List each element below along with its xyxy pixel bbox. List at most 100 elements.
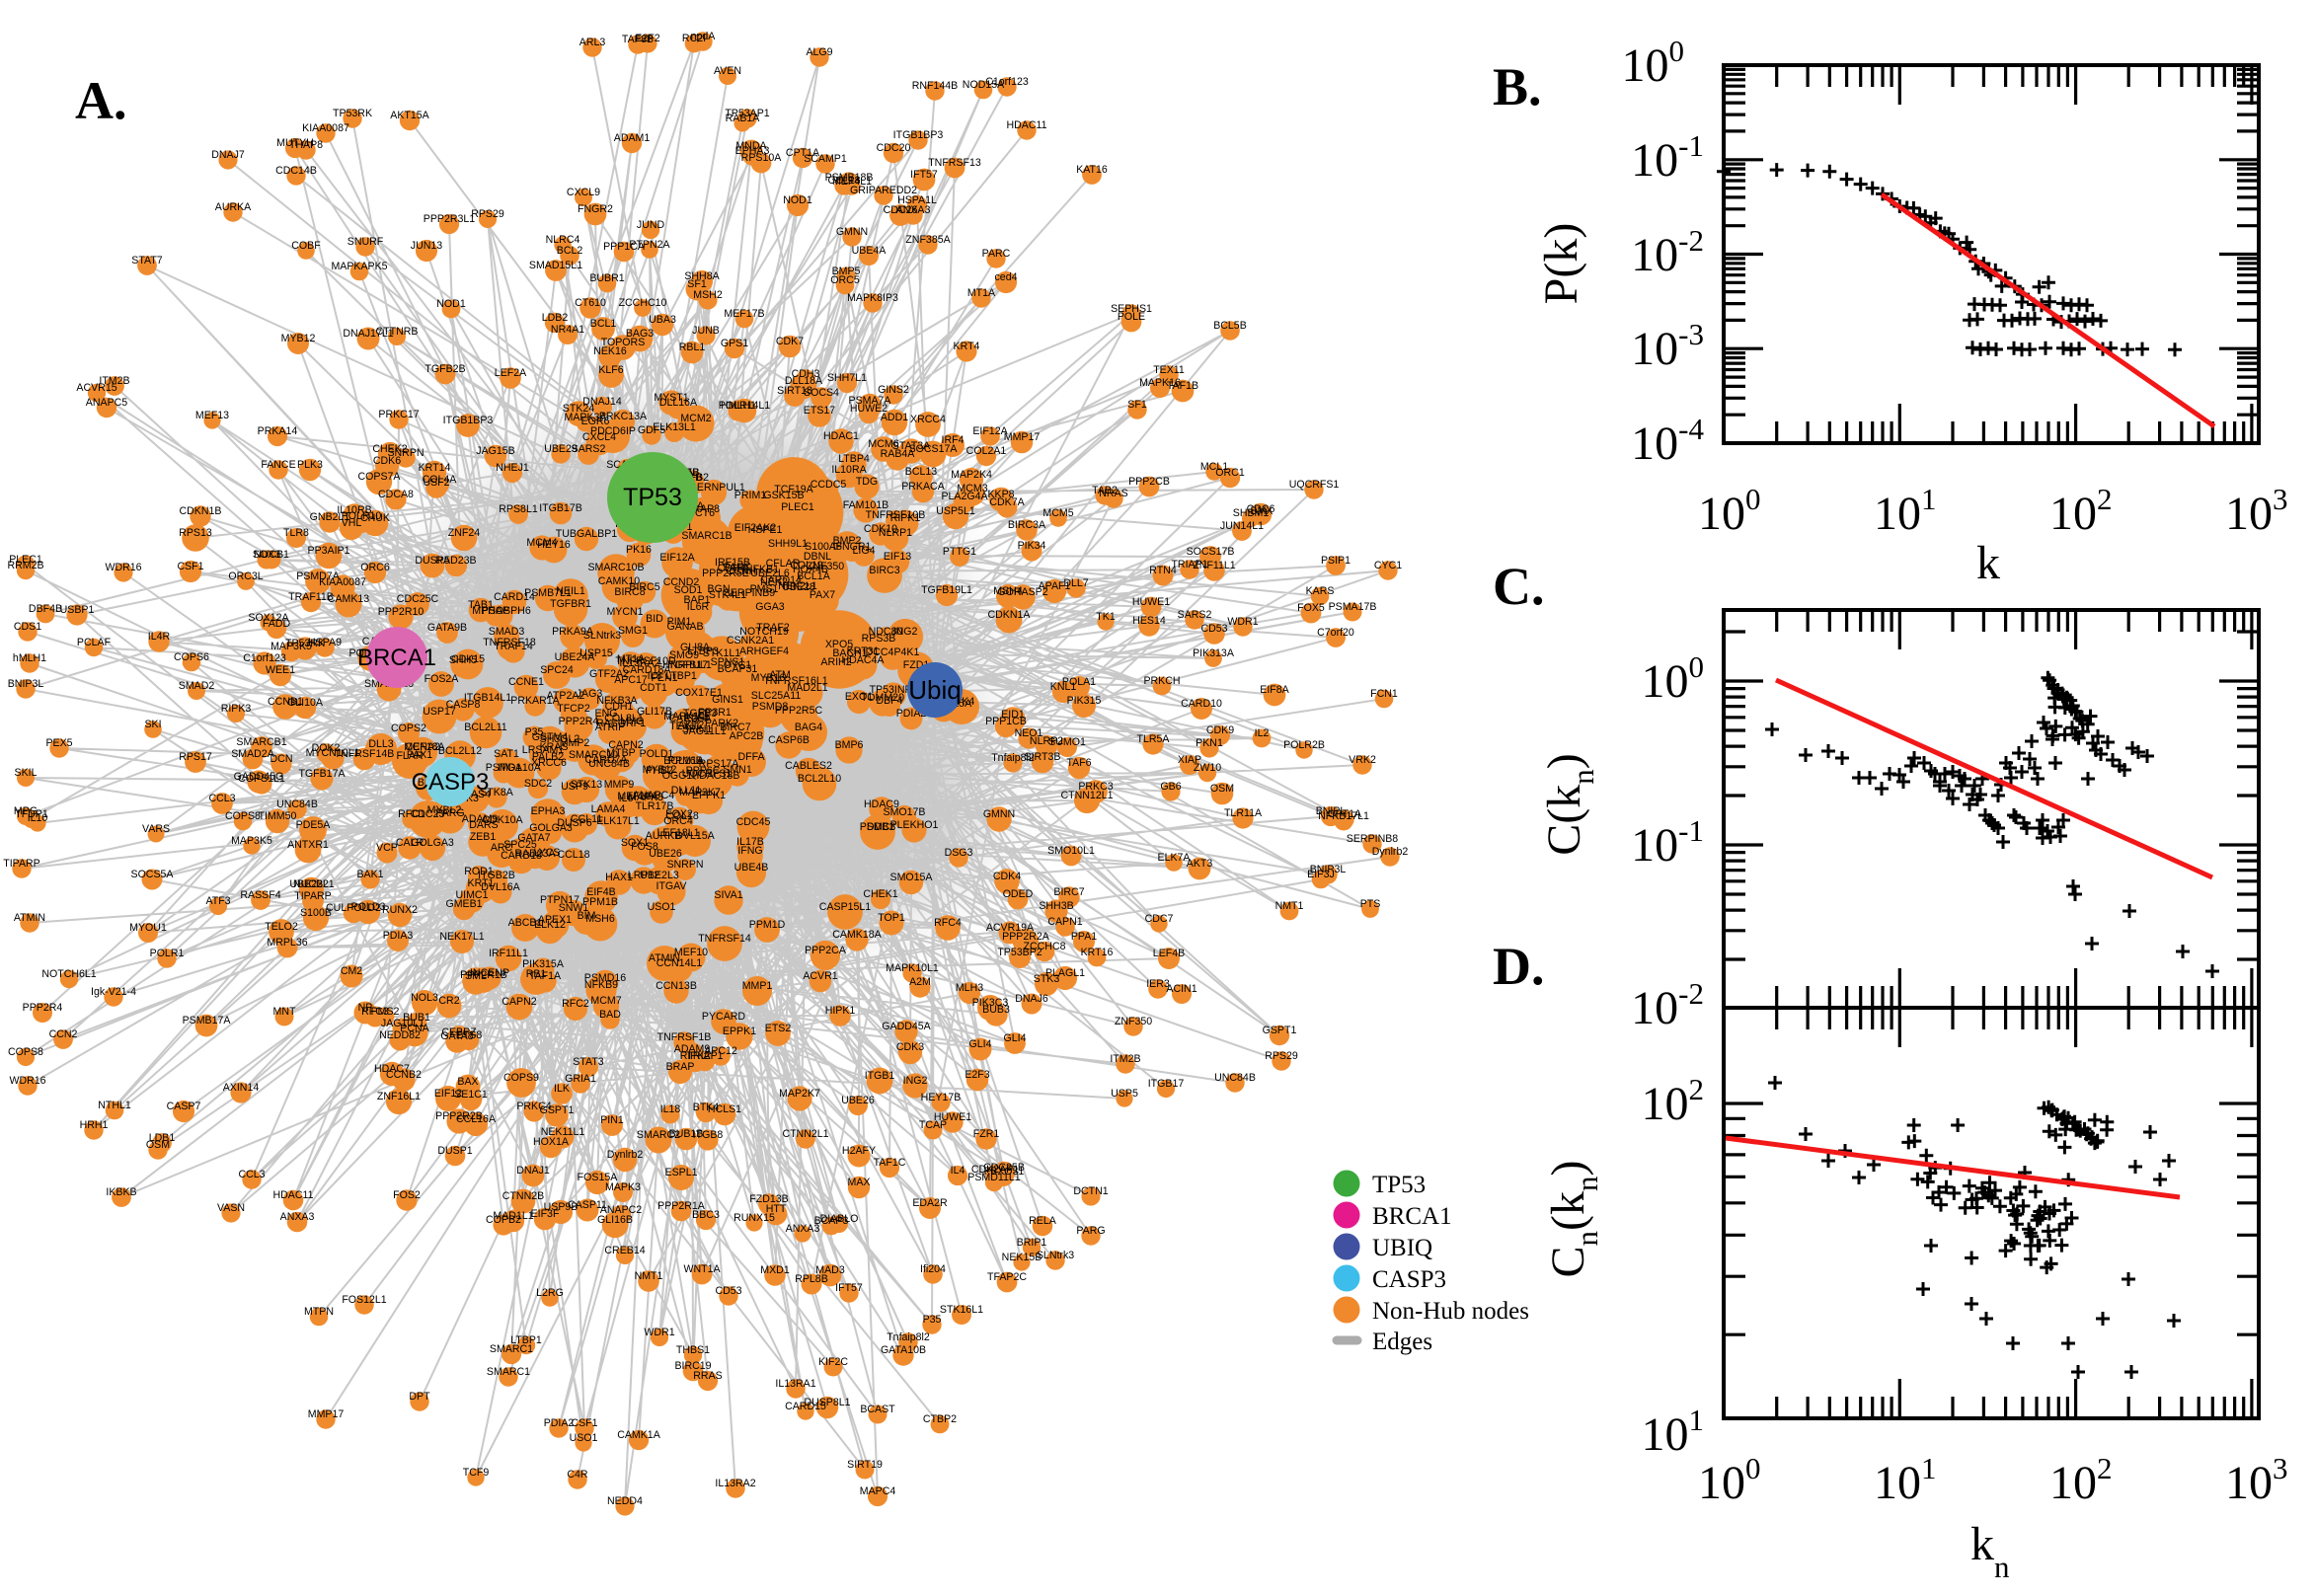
svg-text:NFKB3A: NFKB3A	[596, 695, 638, 707]
svg-text:CD53: CD53	[1200, 623, 1227, 635]
svg-text:COPS9: COPS9	[503, 1072, 539, 1084]
svg-text:ZNF385A: ZNF385A	[905, 234, 951, 246]
svg-text:LIG4: LIG4	[853, 545, 876, 557]
svg-text:CASP7: CASP7	[167, 1101, 201, 1112]
svg-text:NFKB9: NFKB9	[584, 979, 618, 991]
svg-text:NEK16: NEK16	[593, 345, 627, 357]
svg-text:DUSP8L1: DUSP8L1	[804, 1397, 850, 1408]
svg-text:ANTXR1: ANTXR1	[287, 839, 329, 851]
svg-text:TLR17B: TLR17B	[636, 800, 674, 812]
svg-text:BCL1A: BCL1A	[797, 570, 830, 582]
svg-text:COPS7A: COPS7A	[358, 471, 402, 483]
svg-text:TP53BP2: TP53BP2	[997, 947, 1042, 958]
svg-text:TCF9: TCF9	[463, 1467, 490, 1479]
svg-text:SDC2: SDC2	[524, 778, 552, 790]
svg-text:FANCE: FANCE	[261, 459, 295, 471]
svg-text:DBF4: DBF4	[876, 695, 902, 707]
svg-text:TAF1A: TAF1A	[529, 970, 562, 982]
svg-text:NFKB1: NFKB1	[745, 564, 779, 575]
svg-text:TCF19A: TCF19A	[774, 484, 813, 495]
svg-text:ETS17: ETS17	[804, 405, 835, 417]
svg-text:MYST1: MYST1	[654, 392, 688, 404]
svg-text:PARK2: PARK2	[705, 718, 738, 729]
svg-text:MEF18A: MEF18A	[617, 791, 658, 802]
svg-text:GANAB: GANAB	[666, 621, 703, 633]
svg-text:PSMB7L1: PSMB7L1	[524, 587, 572, 599]
svg-text:ARIH2: ARIH2	[820, 656, 851, 668]
svg-text:MAPK10L1: MAPK10L1	[886, 962, 939, 974]
svg-text:E2F4: E2F4	[684, 713, 709, 724]
svg-text:RASGRF1: RASGRF1	[596, 718, 646, 729]
svg-text:MMP17: MMP17	[308, 1408, 345, 1420]
svg-text:CHEK1: CHEK1	[863, 888, 897, 900]
svg-text:SKI: SKI	[144, 719, 161, 730]
svg-text:STK3: STK3	[1034, 973, 1060, 985]
svg-text:SMO17B: SMO17B	[884, 806, 926, 818]
svg-text:CARD15: CARD15	[785, 1401, 826, 1412]
svg-text:MSH4: MSH4	[993, 585, 1023, 597]
svg-text:XRCC4: XRCC4	[910, 414, 946, 425]
svg-text:GMEB1: GMEB1	[445, 898, 482, 910]
svg-text:TNFRSF16L1: TNFRSF16L1	[763, 675, 827, 687]
svg-text:DCTN1: DCTN1	[1073, 1185, 1108, 1197]
svg-text:PPM1A: PPM1A	[668, 755, 705, 767]
svg-text:RFC1: RFC1	[398, 808, 425, 820]
svg-text:SOX3: SOX3	[253, 549, 280, 561]
svg-text:IL8: IL8	[648, 670, 662, 682]
svg-text:ETS8: ETS8	[456, 1029, 483, 1041]
svg-text:MEF13: MEF13	[195, 410, 229, 421]
svg-text:PRKACA: PRKACA	[901, 481, 945, 493]
svg-text:SLC25A11: SLC25A11	[751, 690, 802, 702]
svg-text:SMAD15L1: SMAD15L1	[529, 260, 582, 271]
svg-text:CCL18: CCL18	[558, 849, 590, 861]
svg-text:FOS15A: FOS15A	[578, 1172, 619, 1183]
svg-text:TGFBR1: TGFBR1	[550, 598, 591, 610]
svg-text:ANAPC4: ANAPC4	[633, 790, 674, 801]
svg-text:npdA: npdA	[691, 31, 717, 42]
svg-text:COPB2: COPB2	[486, 1214, 521, 1226]
svg-text:PDIA2: PDIA2	[544, 1417, 575, 1429]
svg-text:JAG3: JAG3	[577, 688, 603, 700]
svg-text:CT610: CT610	[575, 297, 606, 309]
svg-text:USP9B: USP9B	[544, 1201, 579, 1213]
svg-text:NOD1: NOD1	[436, 298, 466, 310]
svg-text:EPHA3: EPHA3	[531, 805, 566, 817]
svg-text:ZEB1: ZEB1	[470, 831, 497, 843]
svg-text:BUB3: BUB3	[982, 1004, 1010, 1016]
svg-text:TCAP: TCAP	[919, 1119, 947, 1131]
svg-text:KIAA0087: KIAA0087	[302, 122, 349, 134]
svg-text:HEY17B: HEY17B	[921, 1092, 962, 1103]
svg-text:IRF15B: IRF15B	[715, 557, 750, 569]
svg-text:UNC84B: UNC84B	[588, 758, 630, 770]
svg-text:MAP2K4: MAP2K4	[951, 469, 992, 481]
svg-text:TNFRSF10D: TNFRSF10D	[615, 655, 676, 667]
svg-text:MXD1: MXD1	[760, 1264, 790, 1276]
svg-text:USP5L1: USP5L1	[936, 505, 975, 517]
svg-text:OSM: OSM	[146, 1139, 170, 1151]
svg-text:NFKB17L1: NFKB17L1	[1318, 810, 1369, 822]
svg-text:SMARC2: SMARC2	[637, 1129, 680, 1141]
svg-text:COPS1L1: COPS1L1	[238, 773, 285, 785]
svg-text:ARHGEF4: ARHGEF4	[739, 646, 789, 657]
svg-text:BACH1: BACH1	[832, 647, 867, 659]
svg-text:ADD1: ADD1	[881, 412, 908, 423]
svg-text:ACVR19A: ACVR19A	[986, 922, 1035, 934]
svg-text:LTBP1: LTBP1	[665, 670, 697, 682]
svg-text:TLR5A: TLR5A	[1137, 733, 1171, 745]
svg-text:THAP8: THAP8	[289, 139, 323, 151]
svg-text:CAPN2: CAPN2	[608, 739, 643, 751]
svg-text:APC2B: APC2B	[730, 730, 764, 742]
svg-text:TNFRSF18: TNFRSF18	[483, 637, 536, 648]
svg-text:ELK7A: ELK7A	[1158, 852, 1192, 864]
svg-text:SOCS5A: SOCS5A	[131, 869, 175, 880]
svg-text:10-1: 10-1	[1631, 128, 1704, 187]
svg-text:RC2I: RC2I	[682, 33, 706, 44]
svg-text:PPP2CB: PPP2CB	[1128, 476, 1170, 488]
svg-text:DOK2: DOK2	[312, 742, 341, 754]
svg-text:NUCB1: NUCB1	[254, 549, 289, 561]
svg-text:COPS8: COPS8	[225, 810, 261, 822]
svg-text:COL2A1: COL2A1	[966, 445, 1007, 457]
svg-text:UBE24A: UBE24A	[555, 651, 596, 663]
svg-text:MEF10: MEF10	[674, 947, 708, 958]
svg-text:CDC26: CDC26	[884, 204, 918, 216]
